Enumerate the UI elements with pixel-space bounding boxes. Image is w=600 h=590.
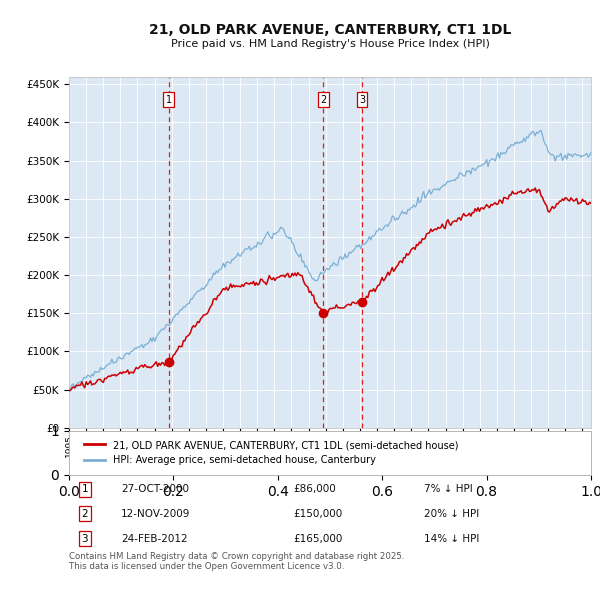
- Text: 1: 1: [166, 94, 172, 104]
- Text: 21, OLD PARK AVENUE, CANTERBURY, CT1 1DL: 21, OLD PARK AVENUE, CANTERBURY, CT1 1DL: [149, 22, 511, 37]
- Text: 2: 2: [320, 94, 326, 104]
- Text: £165,000: £165,000: [293, 533, 343, 543]
- Text: Contains HM Land Registry data © Crown copyright and database right 2025.
This d: Contains HM Land Registry data © Crown c…: [69, 552, 404, 571]
- Text: 12-NOV-2009: 12-NOV-2009: [121, 509, 191, 519]
- Text: 7% ↓ HPI: 7% ↓ HPI: [424, 484, 473, 494]
- Text: 24-FEB-2012: 24-FEB-2012: [121, 533, 188, 543]
- Text: 1: 1: [82, 484, 88, 494]
- Text: 3: 3: [359, 94, 365, 104]
- Text: £150,000: £150,000: [293, 509, 343, 519]
- Text: Price paid vs. HM Land Registry's House Price Index (HPI): Price paid vs. HM Land Registry's House …: [170, 40, 490, 49]
- Text: 27-OCT-2000: 27-OCT-2000: [121, 484, 189, 494]
- Text: 14% ↓ HPI: 14% ↓ HPI: [424, 533, 479, 543]
- Legend: 21, OLD PARK AVENUE, CANTERBURY, CT1 1DL (semi-detached house), HPI: Average pri: 21, OLD PARK AVENUE, CANTERBURY, CT1 1DL…: [79, 435, 463, 470]
- Text: 20% ↓ HPI: 20% ↓ HPI: [424, 509, 479, 519]
- Text: 3: 3: [82, 533, 88, 543]
- Text: 2: 2: [82, 509, 88, 519]
- Text: £86,000: £86,000: [293, 484, 336, 494]
